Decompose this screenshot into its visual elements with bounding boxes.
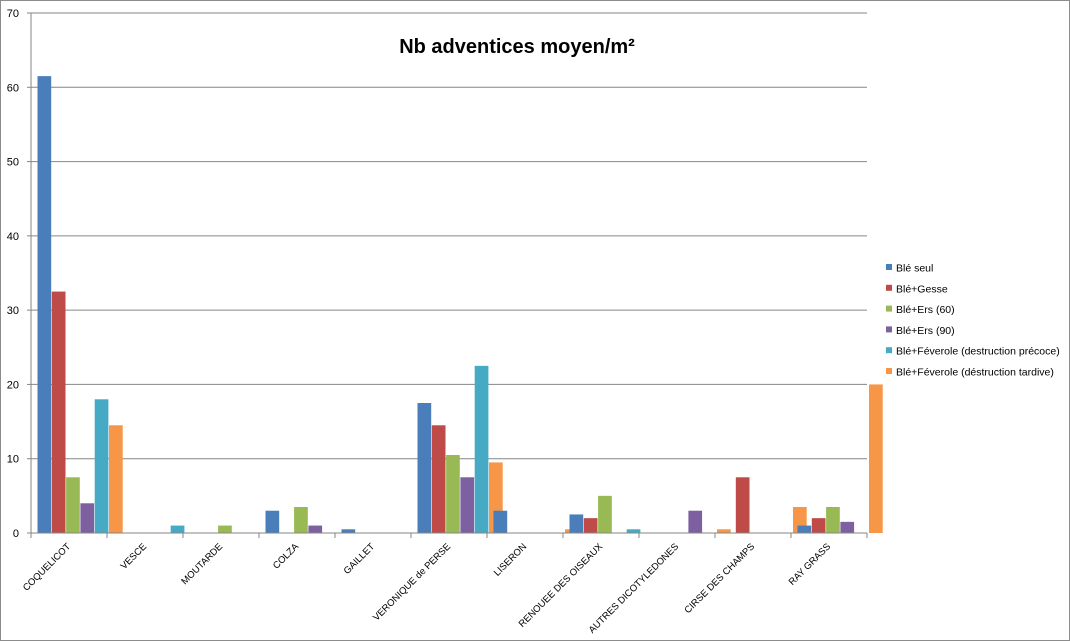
bar	[598, 495, 612, 533]
legend-label: Blé seul	[896, 263, 933, 275]
x-tick-label: LISERON	[492, 541, 529, 578]
bar	[265, 510, 280, 533]
x-axis-ticks: COQUELICOT VESCE MOUTARDE COLZA GAILLETVERON…	[21, 533, 868, 636]
bar	[308, 525, 323, 533]
bar	[493, 510, 508, 533]
y-tick-label: 10	[7, 454, 19, 466]
bar	[170, 525, 185, 533]
chart-title: Nb adventices moyen/m²	[399, 36, 635, 58]
legend-label: Blé+Ers (90)	[896, 325, 955, 337]
bar	[37, 76, 52, 533]
legend-swatch	[886, 347, 892, 354]
bar	[735, 477, 750, 533]
grid-lines	[31, 12, 867, 460]
legend-swatch	[886, 264, 892, 270]
y-tick-label: 70	[7, 8, 19, 20]
bar	[569, 514, 584, 533]
bar	[51, 291, 66, 533]
x-tick-label: CIRSE DES CHAMPS	[683, 541, 758, 616]
legend-swatch	[886, 305, 892, 312]
bar	[840, 521, 855, 533]
bar	[474, 365, 489, 533]
bar	[446, 455, 460, 533]
legend-label: Blé+Féverole (déstruction tardive)	[896, 367, 1054, 379]
bar	[294, 507, 308, 533]
x-tick-label: MOUTARDE	[179, 541, 225, 587]
x-tick-label: GAILLET	[342, 541, 378, 577]
bar	[869, 384, 883, 533]
y-tick-label: 50	[7, 157, 19, 169]
bar	[218, 525, 232, 533]
bar	[80, 503, 95, 533]
x-tick-label: COQUELICOT	[21, 541, 73, 593]
bar	[688, 510, 703, 533]
y-axis-ticks: 0 10 20 30 40 50 60 70	[7, 8, 31, 540]
y-tick-label: 40	[7, 231, 19, 243]
bar	[431, 425, 446, 533]
x-tick-label: VESCE	[119, 541, 150, 572]
bar	[826, 507, 840, 533]
legend-label: Blé+Gesse	[896, 283, 948, 295]
x-tick-label: COLZA	[271, 541, 302, 572]
bar	[626, 529, 641, 533]
legend-label: Blé+Ers (60)	[896, 304, 955, 316]
bar	[109, 425, 123, 533]
bar	[417, 403, 432, 533]
bar	[717, 529, 731, 533]
bar	[583, 518, 598, 533]
bar	[66, 477, 80, 533]
legend-swatch	[886, 326, 892, 333]
bar	[94, 399, 109, 533]
bar	[341, 529, 356, 533]
bar	[460, 477, 475, 533]
axes	[30, 13, 867, 534]
legend-label: Blé+Féverole (destruction précoce)	[896, 346, 1060, 358]
bar	[797, 525, 812, 533]
bar	[811, 518, 826, 533]
legend-swatch	[886, 284, 892, 291]
x-tick-label: AUTRES DICOTYLEDONES	[587, 541, 681, 635]
legend: Blé seul Blé+Gesse Blé+Ers (60) Blé+Ers (90…	[886, 263, 1060, 379]
y-tick-label: 20	[7, 379, 19, 391]
legend-swatch	[886, 368, 892, 374]
x-tick-label: RENOUEE DES OISEAUX	[517, 541, 606, 630]
y-tick-label: 0	[13, 528, 19, 540]
bars	[37, 76, 883, 533]
x-tick-label: RAY GRASS	[787, 541, 833, 587]
x-tick-label: VERONIQUE de PERSE	[371, 541, 453, 623]
y-tick-label: 60	[7, 82, 19, 94]
y-tick-label: 30	[7, 305, 19, 317]
